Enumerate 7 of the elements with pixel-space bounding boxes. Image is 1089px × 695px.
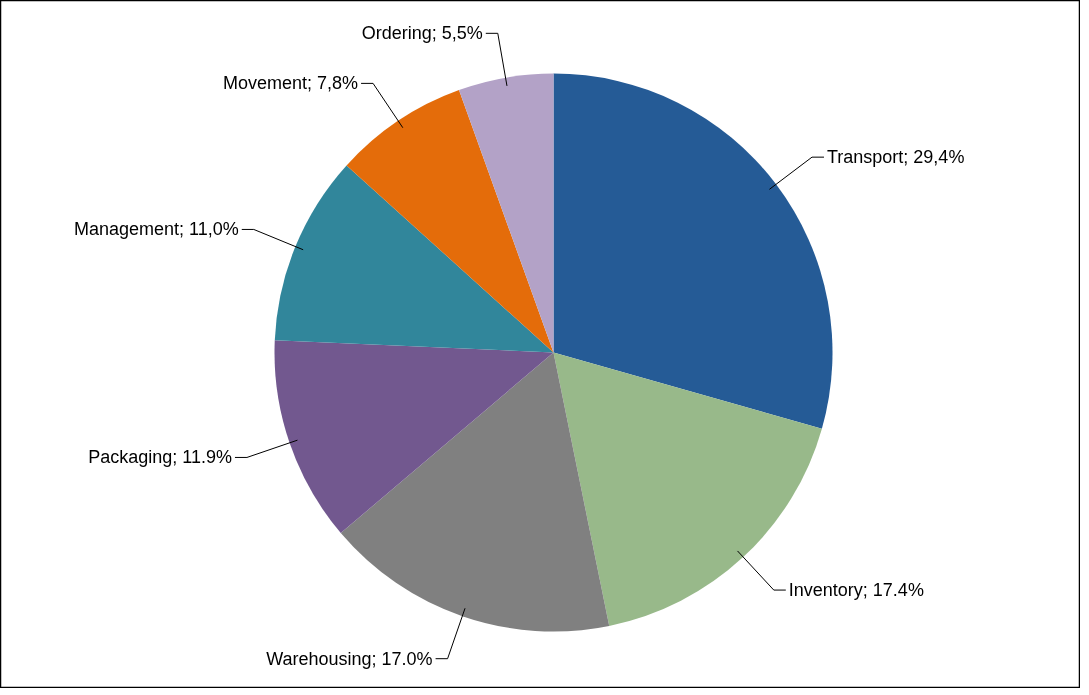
slice-label: Inventory; 17.4% — [788, 580, 924, 601]
slice-label: Management; 11,0% — [74, 219, 239, 240]
slice-label: Movement; 7,8% — [223, 73, 359, 94]
slice-label: Ordering; 5,5% — [361, 23, 483, 44]
slice-label: Packaging; 11.9% — [88, 447, 232, 468]
slice-label: Transport; 29,4% — [826, 147, 965, 168]
slice-label: Warehousing; 17.0% — [266, 648, 433, 669]
